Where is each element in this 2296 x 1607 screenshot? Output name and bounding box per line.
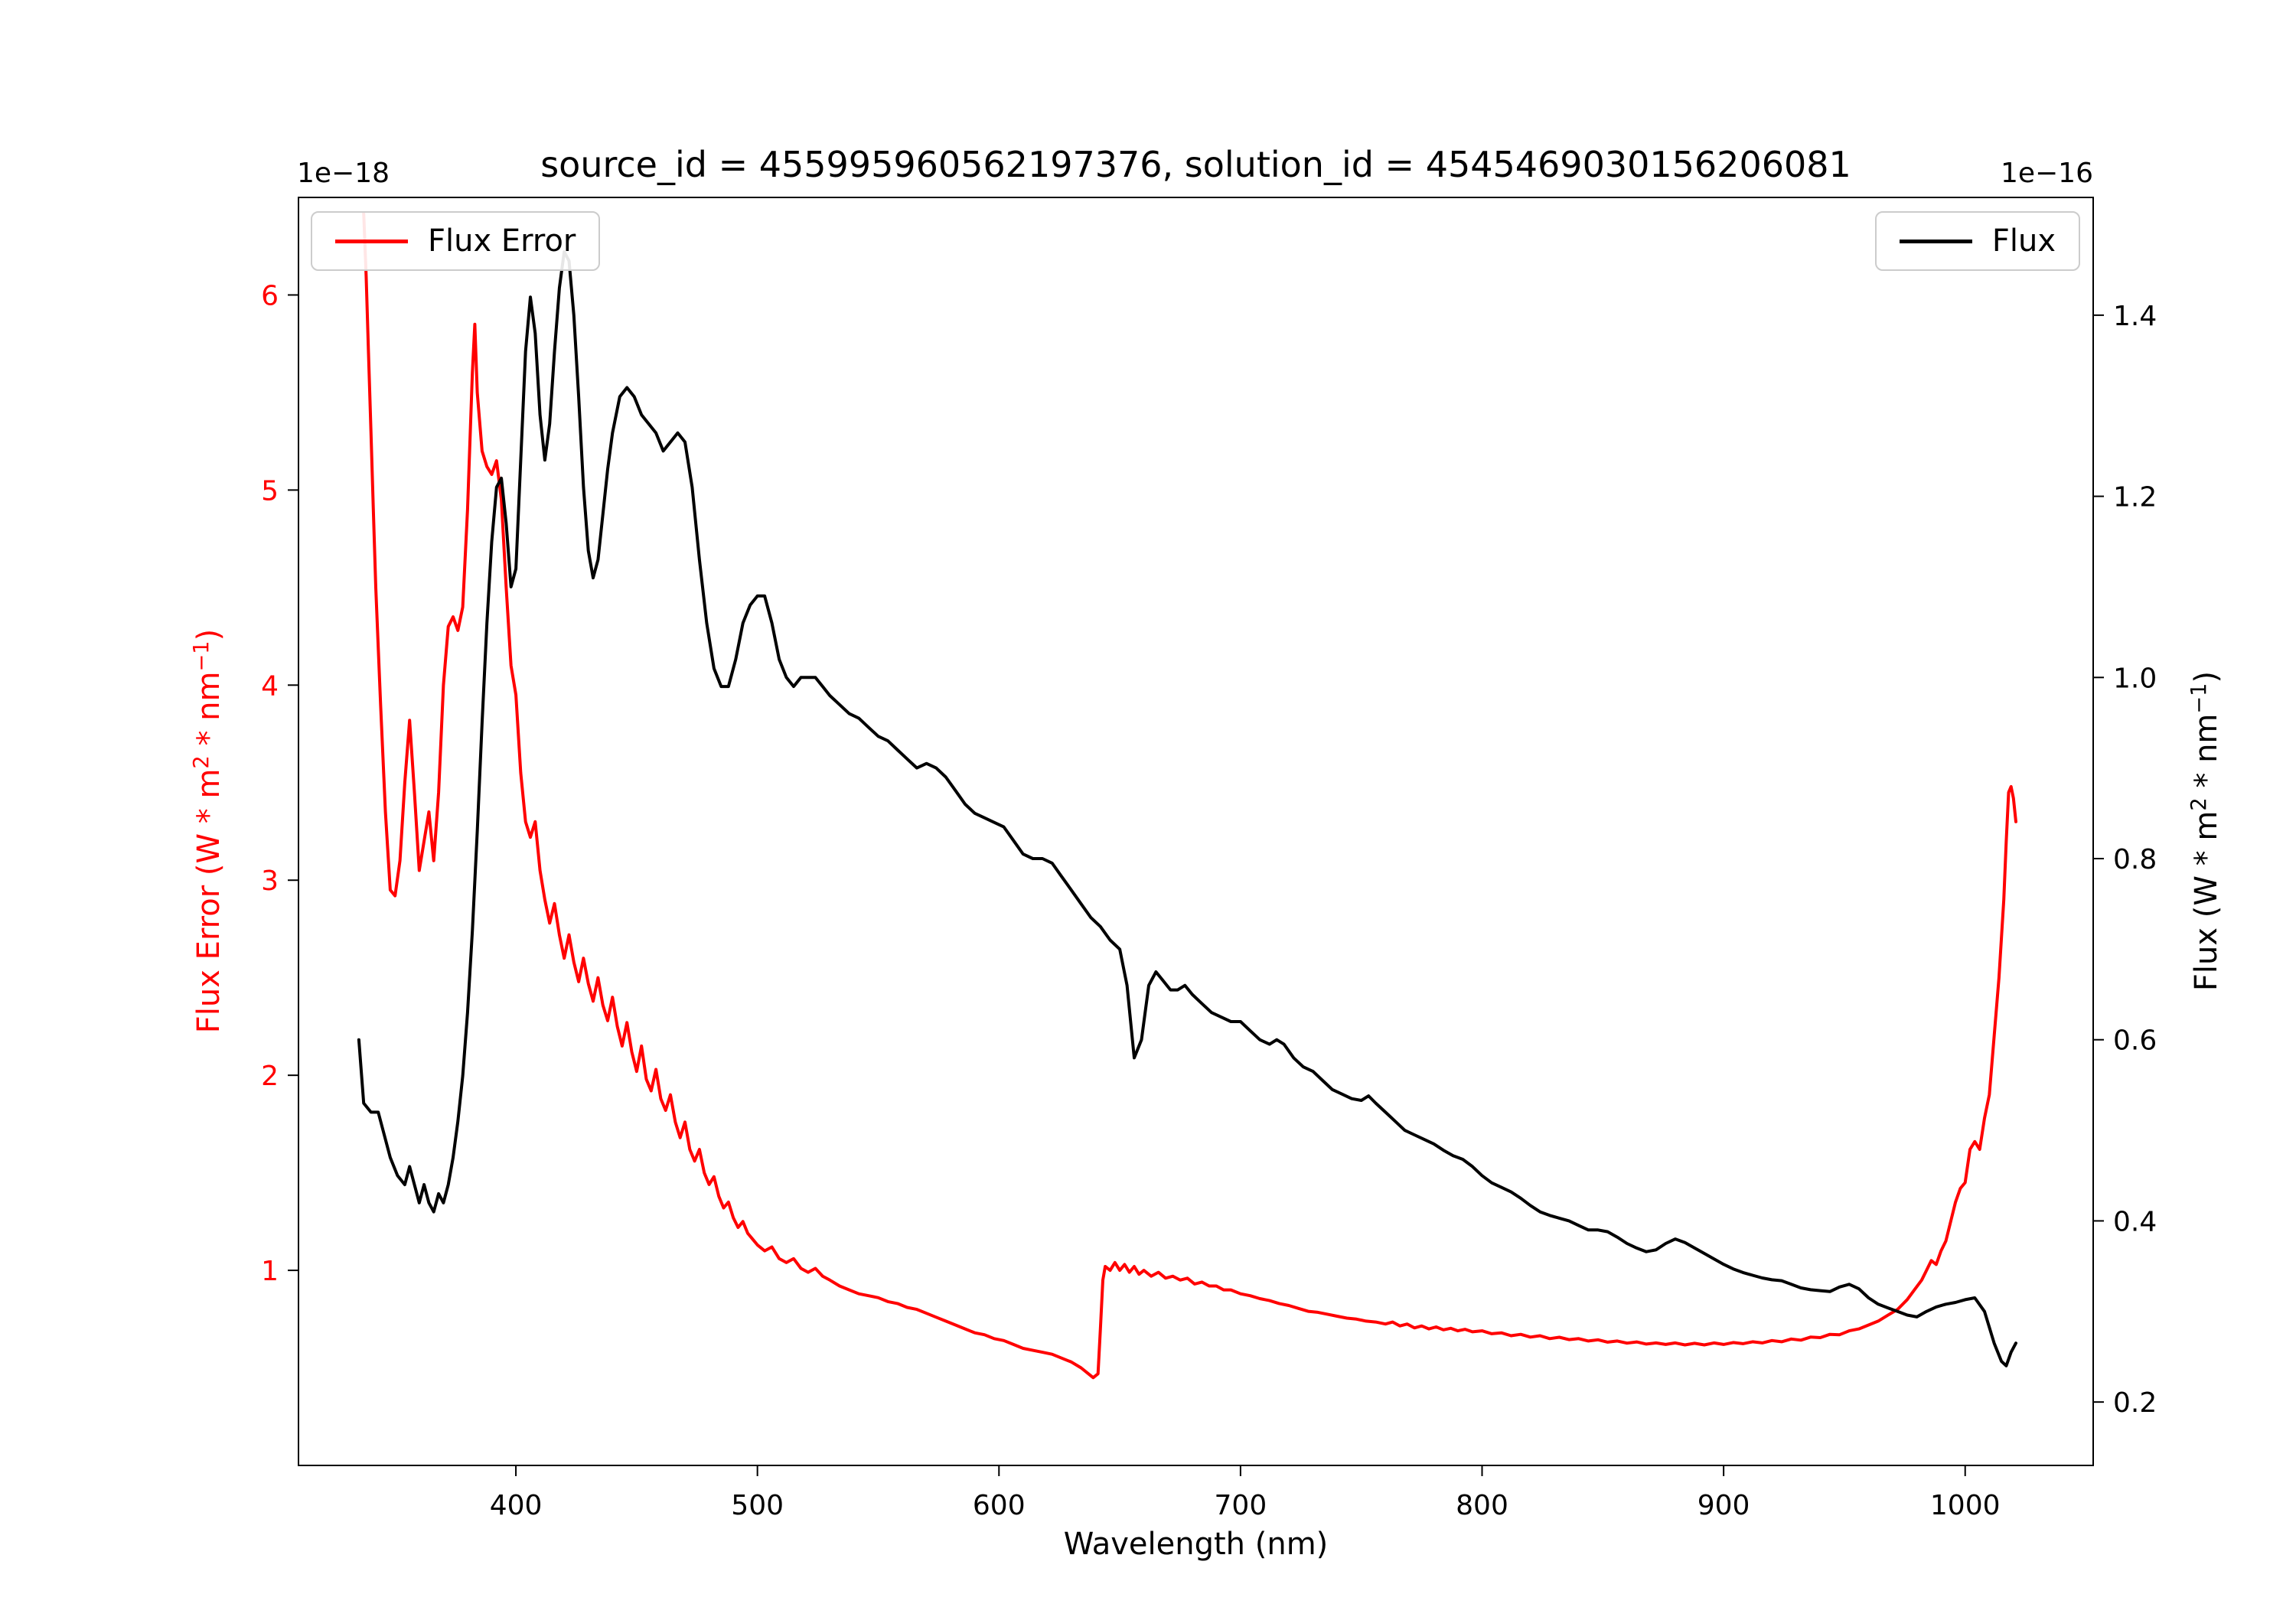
- right-axis-label-sup: 2: [2187, 797, 2211, 811]
- left-axis-label-text: * nm: [191, 671, 227, 756]
- left-axis-label-text: ): [191, 628, 227, 641]
- right-tick-label: 1.2: [2113, 482, 2157, 513]
- flux-error-legend-label: Flux Error: [428, 223, 576, 259]
- right-axis-label-sup: −1: [2187, 683, 2211, 714]
- left-axis-scale-offset: 1e−18: [297, 158, 390, 189]
- left-axis-label-text: Flux Error (W * m: [191, 768, 227, 1034]
- legend-flux: Flux: [1874, 211, 2080, 271]
- right-tick-label: 0.4: [2113, 1206, 2157, 1237]
- right-axis-label-text: Flux (W * m: [2189, 810, 2225, 992]
- right-axis-label: Flux (W * m2 * nm−1): [2187, 671, 2224, 991]
- x-tick-label: 500: [731, 1490, 784, 1521]
- x-tick-label: 800: [1456, 1490, 1508, 1521]
- left-tick-label: 1: [261, 1256, 279, 1287]
- x-tick-label: 700: [1215, 1490, 1267, 1521]
- left-tick-label: 3: [261, 865, 279, 897]
- flux-legend-line: [1899, 239, 1972, 243]
- x-tick-label: 400: [490, 1490, 543, 1521]
- x-axis-label: Wavelength (nm): [1063, 1527, 1329, 1562]
- left-tick-label: 2: [261, 1061, 279, 1092]
- right-tick-label: 0.2: [2113, 1387, 2157, 1419]
- flux-error-legend-line: [335, 239, 408, 243]
- left-tick-label: 4: [261, 670, 279, 702]
- flux-legend-label: Flux: [1991, 223, 2056, 259]
- x-tick-label: 900: [1698, 1490, 1750, 1521]
- left-axis-label-sup: 2: [189, 755, 214, 769]
- left-tick-label: 5: [261, 475, 279, 507]
- series-flux-error: [362, 211, 2017, 1380]
- left-axis-label-sup: −1: [189, 641, 214, 672]
- right-tick-label: 0.6: [2113, 1025, 2157, 1057]
- left-tick-label: 6: [261, 280, 279, 311]
- series-flux: [357, 250, 2017, 1367]
- right-tick-label: 1.4: [2113, 301, 2157, 332]
- right-axis-label-text: ): [2189, 670, 2225, 683]
- right-axis-scale-offset: 1e−16: [2000, 158, 2093, 189]
- right-tick-label: 0.8: [2113, 844, 2157, 875]
- right-tick-label: 1.0: [2113, 663, 2157, 694]
- x-tick-label: 1000: [1930, 1490, 2001, 1521]
- x-tick-label: 600: [973, 1490, 1026, 1521]
- right-axis-label-text: * nm: [2189, 713, 2225, 798]
- chart-title: source_id = 455995960562197376, solution…: [540, 144, 1851, 185]
- legend-flux-error: Flux Error: [311, 211, 601, 271]
- left-axis-label: Flux Error (W * m2 * nm−1): [190, 629, 227, 1033]
- plot-frame: [298, 197, 2094, 1466]
